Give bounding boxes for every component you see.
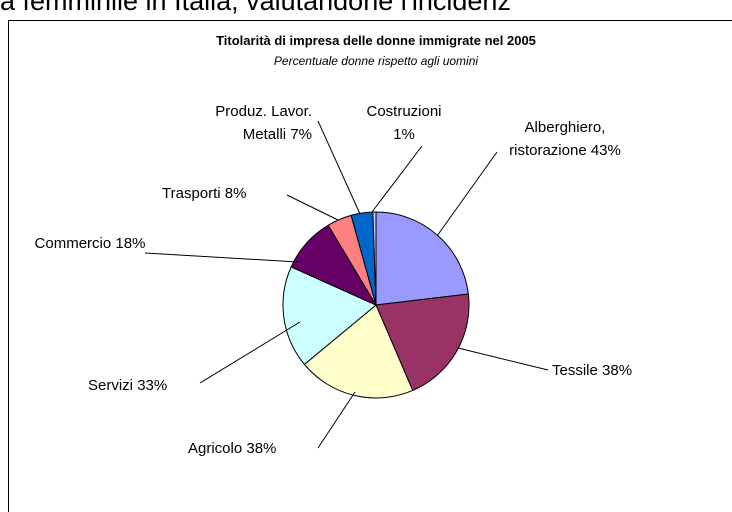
pie-slice	[375, 211, 469, 306]
leader-line	[457, 347, 549, 371]
pie-slice	[375, 293, 470, 392]
pie-slice	[372, 211, 377, 306]
category-label: Alberghiero, ristorazione	[509, 119, 606, 159]
value-label: 38%	[602, 362, 633, 379]
slice-label: Agricolo 38%	[188, 437, 318, 460]
category-label: Commercio	[34, 235, 112, 252]
leader-line	[317, 391, 356, 449]
page-header: a femminile in Italia, valutandone l'inc…	[0, 0, 511, 16]
category-label: Agricolo	[188, 440, 243, 457]
pie-slice	[303, 304, 414, 399]
leader-line	[144, 252, 299, 263]
category-label: Produz. Lavor. Metalli	[215, 103, 312, 143]
slice-label: Commercio 18%	[30, 232, 150, 255]
chart-frame	[8, 20, 732, 512]
value-label: 8%	[224, 185, 247, 202]
leader-line	[436, 151, 498, 237]
category-label: Costruzioni	[366, 103, 442, 120]
slice-label: Costruzioni 1%	[360, 100, 448, 146]
leader-line	[199, 321, 301, 384]
slice-label: Alberghiero, ristorazione 43%	[500, 116, 630, 162]
value-label: 7%	[290, 126, 312, 143]
leader-line	[317, 120, 361, 215]
value-label: 1%	[393, 126, 415, 143]
chart-subtitle: Percentuale donne rispetto agli uomini	[273, 54, 479, 68]
category-label: Tessile	[552, 362, 598, 379]
pie-slice	[282, 266, 377, 366]
category-label: Servizi	[88, 377, 134, 394]
slice-label: Tessile 38%	[552, 359, 692, 382]
value-label: 43%	[590, 142, 621, 159]
value-label: 33%	[137, 377, 168, 394]
leader-line	[286, 194, 339, 221]
value-label: 18%	[115, 235, 146, 252]
slice-label: Servizi 33%	[88, 374, 203, 397]
leader-line	[371, 145, 423, 213]
chart-title: Titolarità di impresa delle donne immigr…	[216, 33, 536, 48]
slice-label: Produz. Lavor. Metalli 7%	[170, 100, 312, 146]
category-label: Trasporti	[162, 185, 221, 202]
slice-label: Trasporti 8%	[162, 182, 287, 205]
value-label: 38%	[246, 440, 277, 457]
